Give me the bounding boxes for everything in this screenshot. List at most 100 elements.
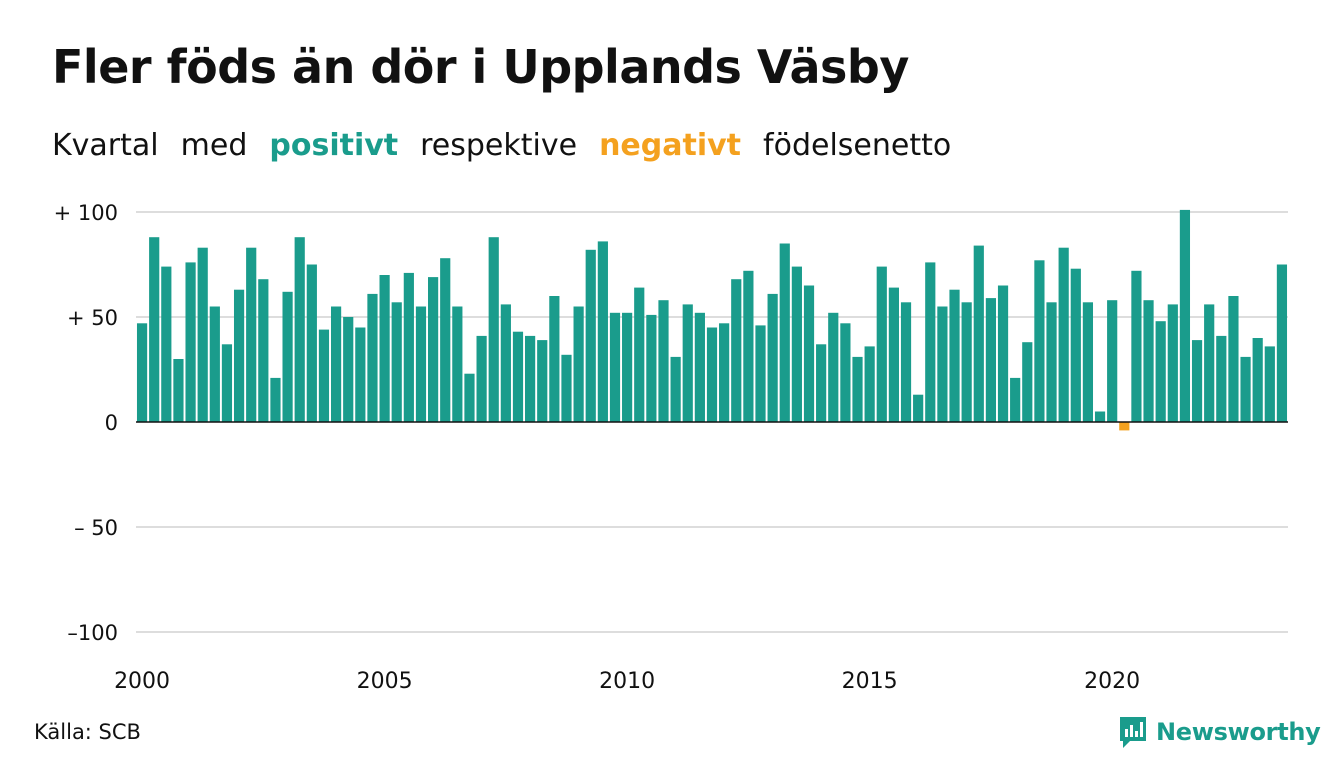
brand-name: Newsworthy: [1156, 718, 1321, 746]
y-tick-label: –100: [67, 621, 118, 645]
y-tick-label: + 100: [54, 201, 118, 225]
bar-positive: [428, 277, 439, 422]
bar-positive: [258, 279, 269, 422]
bar-positive: [876, 266, 887, 422]
bar-positive: [961, 302, 972, 422]
bar-positive: [743, 270, 754, 422]
bar-positive: [682, 304, 693, 422]
x-tick-label: 2000: [114, 669, 170, 694]
bar-positive: [440, 258, 451, 422]
bar-positive: [828, 312, 839, 422]
subtitle-word: födelsenetto: [763, 128, 952, 163]
chart-title: Fler föds än dör i Upplands Väsby: [52, 40, 909, 94]
bar-positive: [1155, 321, 1166, 422]
bar-positive: [185, 262, 196, 422]
bar-positive: [488, 237, 499, 422]
bar-positive: [403, 272, 414, 422]
bar-positive: [233, 289, 245, 422]
bar-positive: [973, 245, 984, 422]
bar-positive: [840, 323, 851, 422]
bar-positive: [391, 302, 402, 422]
bar-positive: [888, 287, 899, 422]
bar-negative: [1119, 422, 1130, 431]
subtitle-word: med: [180, 128, 248, 163]
bar-positive: [816, 344, 827, 422]
x-tick-label: 2020: [1084, 669, 1140, 694]
bar-positive: [913, 394, 924, 422]
bar-positive: [609, 312, 621, 422]
bar-positive: [585, 249, 596, 422]
bar-positive: [379, 275, 390, 422]
bar-positive: [537, 340, 548, 422]
bar-positive: [318, 329, 330, 422]
bar-positive: [1034, 260, 1045, 422]
bar-positive: [694, 312, 705, 422]
bar-positive: [670, 356, 681, 422]
bar-positive: [294, 237, 305, 422]
bar-positive: [343, 317, 354, 422]
bar-positive: [1191, 340, 1203, 422]
bar-positive: [149, 237, 160, 422]
y-tick-label: 0: [105, 411, 118, 435]
bar-positive: [1264, 346, 1275, 422]
bar-positive: [791, 266, 802, 422]
bar-positive: [1204, 304, 1215, 422]
bar-positive: [597, 241, 608, 422]
chart-subtitle: Kvartal med positivt respektive negativt föde…: [52, 128, 973, 163]
bar-positive: [573, 306, 584, 422]
bar-positive: [755, 325, 766, 422]
bar-positive: [658, 300, 669, 422]
bar-positive: [246, 247, 257, 422]
bar-positive: [634, 287, 645, 422]
bar-positive: [646, 314, 657, 422]
y-tick-label: – 50: [74, 516, 118, 540]
bar-positive: [622, 312, 633, 422]
bar-positive: [500, 304, 511, 422]
bar-positive: [1228, 296, 1239, 422]
bar-positive: [197, 247, 208, 422]
x-tick-label: 2015: [842, 669, 898, 694]
bar-positive: [706, 327, 718, 422]
subtitle-negative-label: negativt: [599, 128, 742, 163]
bar-positive: [1179, 209, 1191, 422]
bar-positive: [367, 293, 378, 422]
bar-positive: [282, 291, 293, 422]
newsworthy-logo-icon: [1120, 717, 1146, 748]
bar-positive: [1216, 335, 1227, 422]
bar-positive: [1082, 302, 1094, 422]
bar-positive: [1107, 300, 1118, 422]
bar-positive: [452, 306, 463, 422]
bar-positive: [900, 302, 912, 422]
bar-positive: [270, 377, 281, 422]
bar-positive: [173, 359, 184, 422]
bar-positive: [221, 344, 233, 422]
bar-positive: [1143, 300, 1154, 422]
subtitle-positive-label: positivt: [269, 128, 399, 163]
bar-positive: [1058, 247, 1069, 422]
bar-positive: [1010, 377, 1021, 422]
bar-positive: [1167, 304, 1178, 422]
bar-positive: [549, 296, 560, 422]
bar-positive: [864, 346, 875, 422]
bar-positive: [731, 279, 742, 422]
bar-positive: [803, 285, 815, 422]
bar-positive: [985, 298, 996, 422]
bar-positive: [464, 373, 475, 422]
bar-positive: [1240, 356, 1251, 422]
bar-positive: [1022, 342, 1033, 422]
bar-positive: [525, 335, 536, 422]
bar-positive: [937, 306, 948, 422]
source-note: Källa: SCB: [34, 720, 141, 744]
bar-positive: [1276, 264, 1288, 422]
bar-positive: [512, 331, 524, 422]
bar-positive: [949, 289, 960, 422]
bar-chart: + 100 + 50 0 – 50 –100 2000 2005 2010 2015 2020: [54, 201, 1288, 694]
bar-positive: [719, 323, 730, 422]
bar-positive: [561, 354, 572, 422]
subtitle-word: respektive: [420, 128, 578, 163]
bar-positive: [1070, 268, 1081, 422]
bar-positive: [767, 293, 778, 422]
bar-positive: [209, 306, 220, 422]
x-tick-label: 2010: [599, 669, 655, 694]
bar-positive: [136, 323, 148, 422]
